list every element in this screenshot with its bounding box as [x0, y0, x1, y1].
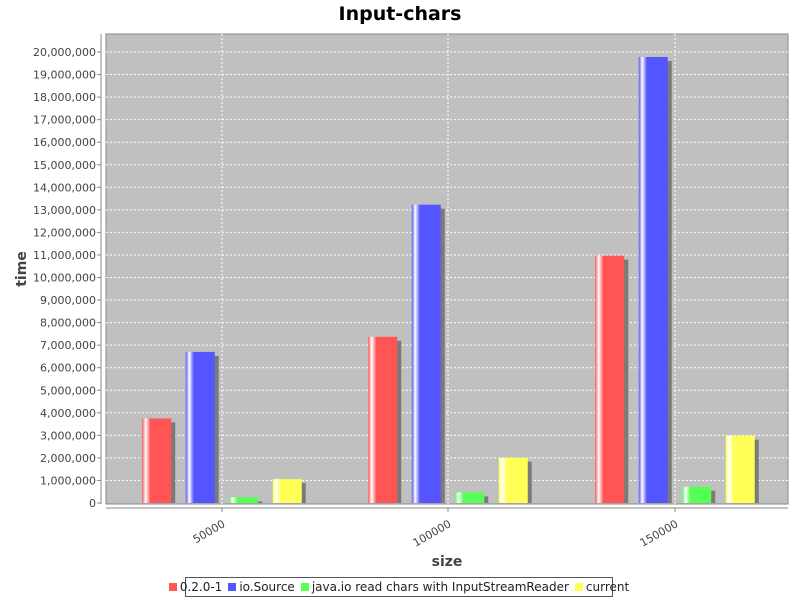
- y-tick-label: 1,000,000: [40, 474, 96, 487]
- bar: [142, 418, 172, 503]
- grid-lines: [106, 34, 788, 504]
- bar: [638, 56, 668, 503]
- x-tick-label: 50000: [191, 517, 228, 546]
- y-tick-label: 5,000,000: [40, 384, 96, 397]
- x-tick-label: 150000: [638, 517, 681, 549]
- y-tick-label: 16,000,000: [33, 136, 96, 149]
- y-tick-label: 18,000,000: [33, 91, 96, 104]
- legend-swatch: [300, 583, 309, 591]
- plot-area: [105, 33, 789, 505]
- legend-swatch: [168, 583, 177, 591]
- bar: [595, 255, 625, 503]
- y-tick-label: 0: [89, 497, 96, 510]
- y-tick-label: 3,000,000: [40, 429, 96, 442]
- y-tick-label: 2,000,000: [40, 452, 96, 465]
- bar: [185, 351, 215, 503]
- y-tick-label: 8,000,000: [40, 317, 96, 330]
- bar: [272, 479, 302, 503]
- legend-label: 0.2.0-1: [179, 580, 223, 594]
- y-tick-label: 10,000,000: [33, 272, 96, 285]
- y-tick-label: 11,000,000: [33, 249, 96, 262]
- y-tick-label: 15,000,000: [33, 159, 96, 172]
- x-axis-label: size: [432, 554, 463, 570]
- bar: [682, 486, 712, 503]
- bar: [411, 204, 441, 503]
- bar: [368, 336, 398, 503]
- bar: [455, 492, 485, 503]
- legend-label: current: [585, 580, 630, 594]
- legend-item: 0.2.0-1: [168, 580, 223, 594]
- legend-label: java.io read chars with InputStreamReade…: [311, 580, 569, 594]
- legend-item: io.Source: [228, 580, 295, 594]
- x-tick-label: 100000: [411, 517, 454, 549]
- bar: [229, 497, 259, 503]
- legend: 0.2.0-1 io.Source java.io read chars with …: [168, 577, 629, 597]
- y-tick-label: 14,000,000: [33, 181, 96, 194]
- y-tick-label: 9,000,000: [40, 294, 96, 307]
- bar: [725, 435, 755, 503]
- legend-label: io.Source: [239, 580, 295, 594]
- y-tick-label: 13,000,000: [33, 204, 96, 217]
- y-axis: 0 1,000,000 2,000,000 3,000,000 4,000,000 5,0…: [33, 34, 102, 510]
- bar: [498, 457, 528, 503]
- chart-title: Input-chars: [338, 3, 462, 25]
- y-tick-label: 12,000,000: [33, 226, 96, 239]
- x-axis: 50000 100000 150000: [106, 507, 788, 550]
- y-tick-label: 19,000,000: [33, 69, 96, 82]
- y-tick-label: 6,000,000: [40, 362, 96, 375]
- y-tick-label: 7,000,000: [40, 339, 96, 352]
- legend-swatch: [228, 583, 237, 591]
- bars: [142, 56, 759, 503]
- y-tick-label: 20,000,000: [33, 46, 96, 59]
- legend-swatch: [574, 583, 583, 591]
- legend-item: java.io read chars with InputStreamReade…: [300, 580, 569, 594]
- y-tick-label: 4,000,000: [40, 407, 96, 420]
- y-tick-label: 17,000,000: [33, 114, 96, 127]
- legend-item: current: [574, 580, 630, 594]
- y-axis-label: time: [14, 251, 30, 287]
